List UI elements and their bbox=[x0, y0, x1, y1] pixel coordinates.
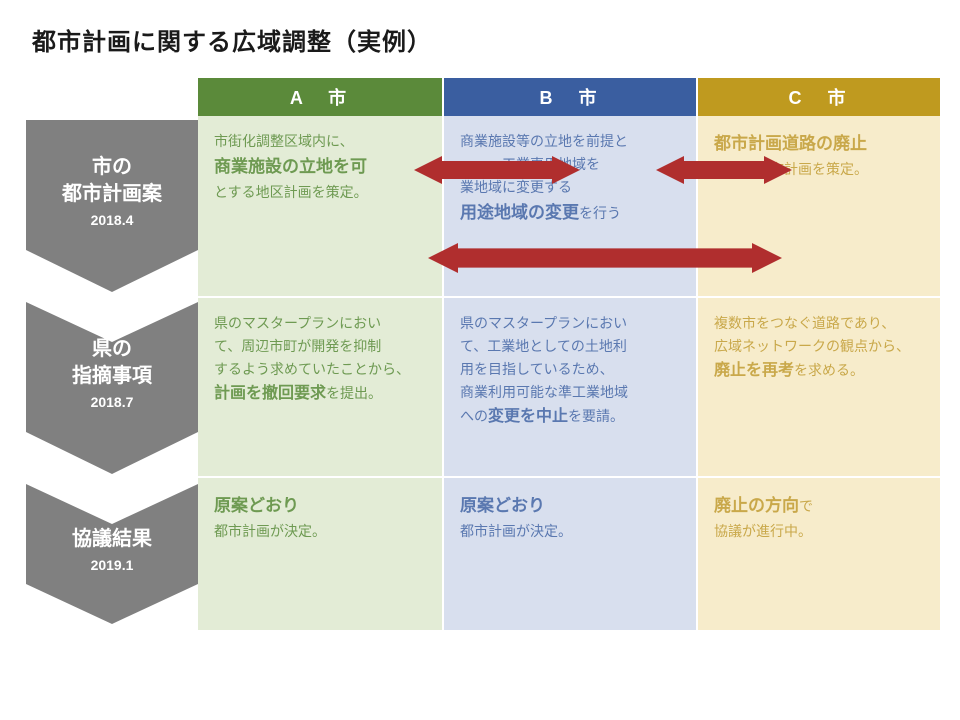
cell-r2-a: 県のマスタープランにおい て、周辺市町が開発を抑制 するよう求めていたことから、… bbox=[198, 298, 444, 476]
text: 商業利用可能な準工業地域 bbox=[460, 384, 628, 400]
chevron-date: 2019.1 bbox=[26, 557, 198, 573]
text-bold: 商業施設の立地を可 bbox=[214, 157, 367, 176]
col-header-a: A 市 bbox=[198, 78, 444, 116]
text-bold: 用途地域の変更 bbox=[460, 203, 579, 222]
row-2: 県のマスタープランにおい て、周辺市町が開発を抑制 するよう求めていたことから、… bbox=[198, 298, 940, 476]
text: て、工業地としての土地利 bbox=[460, 338, 627, 354]
text: 広域ネットワークの観点から、 bbox=[714, 338, 910, 354]
chevron-stage-2: 県の 指摘事項 2018.7 bbox=[26, 302, 198, 474]
text: て、周辺市町が開発を抑制 bbox=[214, 338, 381, 354]
chevron-title: 県の bbox=[26, 336, 198, 363]
text: 業地域に変更する bbox=[460, 179, 572, 195]
text: う都市計画を策定。 bbox=[714, 161, 868, 177]
text: 市街化調整区域内に、 bbox=[214, 133, 354, 149]
text: 協議が進行中。 bbox=[714, 523, 812, 539]
chevron-stage-3: 協議結果 2019.1 bbox=[26, 484, 198, 624]
chevron-title: 都市計画案 bbox=[26, 181, 198, 208]
text: 都市計画が決定。 bbox=[214, 523, 326, 539]
text-bold: 廃止の方向 bbox=[714, 496, 799, 515]
text: 複数市をつなぐ道路であり、 bbox=[714, 315, 895, 331]
chevron-title: 協議結果 bbox=[26, 526, 198, 553]
text: 、工業専用地域を bbox=[460, 156, 600, 172]
chevron-date: 2018.4 bbox=[26, 212, 198, 228]
col-header-b: B 市 bbox=[444, 78, 698, 116]
cell-r3-b: 原案どおり 都市計画が決定。 bbox=[444, 478, 698, 630]
chevron-stage-1: 市の 都市計画案 2018.4 bbox=[26, 120, 198, 292]
cell-r2-c: 複数市をつなぐ道路であり、 広域ネットワークの観点から、 廃止を再考を求める。 bbox=[698, 298, 940, 476]
text: 用を目指しているため、 bbox=[460, 361, 614, 377]
row-3: 原案どおり 都市計画が決定。 原案どおり 都市計画が決定。 廃止の方向で 協議が… bbox=[198, 478, 940, 630]
text: を要請。 bbox=[568, 408, 624, 424]
row-1: 市街化調整区域内に、 商業施設の立地を可 とする地区計画を策定。 商業施設等の立… bbox=[198, 116, 940, 296]
text-bold: 廃止を再考 bbox=[714, 362, 794, 379]
text-bold: 原案どおり bbox=[214, 496, 299, 515]
text: を行う bbox=[579, 205, 621, 221]
cell-r1-c: 都市計画道路の廃止 う都市計画を策定。 bbox=[698, 116, 940, 296]
content-grid: A 市 B 市 C 市 市街化調整区域内に、 商業施設の立地を可 とする地区計画… bbox=[198, 78, 940, 630]
text: 県のマスタープランにおい bbox=[460, 315, 627, 331]
text-bold: 原案どおり bbox=[460, 496, 545, 515]
text-bold: 計画を撤回要求 bbox=[214, 385, 326, 402]
text: 県のマスタープランにおい bbox=[214, 315, 381, 331]
cell-r3-c: 廃止の方向で 協議が進行中。 bbox=[698, 478, 940, 630]
text: 都市計画が決定。 bbox=[460, 523, 572, 539]
text-bold: 都市計画道路の廃止 bbox=[714, 134, 867, 153]
text: を提出。 bbox=[326, 385, 382, 401]
cell-r3-a: 原案どおり 都市計画が決定。 bbox=[198, 478, 444, 630]
text: を求める。 bbox=[794, 362, 864, 378]
chevron-title: 指摘事項 bbox=[26, 363, 198, 390]
cell-r1-a: 市街化調整区域内に、 商業施設の立地を可 とする地区計画を策定。 bbox=[198, 116, 444, 296]
text: 商業施設等の立地を前提と bbox=[460, 133, 628, 149]
text: とする地区計画を策定。 bbox=[214, 184, 368, 200]
text: で bbox=[799, 498, 813, 514]
text: するよう求めていたことから、 bbox=[214, 361, 410, 377]
chevron-date: 2018.7 bbox=[26, 394, 198, 410]
text: への bbox=[460, 408, 488, 424]
text-bold: 変更を中止 bbox=[488, 408, 568, 425]
chevron-title: 市の bbox=[26, 154, 198, 181]
col-header-c: C 市 bbox=[698, 78, 940, 116]
cell-r1-b: 商業施設等の立地を前提と 、工業専用地域を 業地域に変更する 用途地域の変更を行… bbox=[444, 116, 698, 296]
header-row: A 市 B 市 C 市 bbox=[198, 78, 940, 116]
page-title: 都市計画に関する広域調整（実例） bbox=[32, 22, 432, 57]
cell-r2-b: 県のマスタープランにおい て、工業地としての土地利 用を目指しているため、 商業… bbox=[444, 298, 698, 476]
